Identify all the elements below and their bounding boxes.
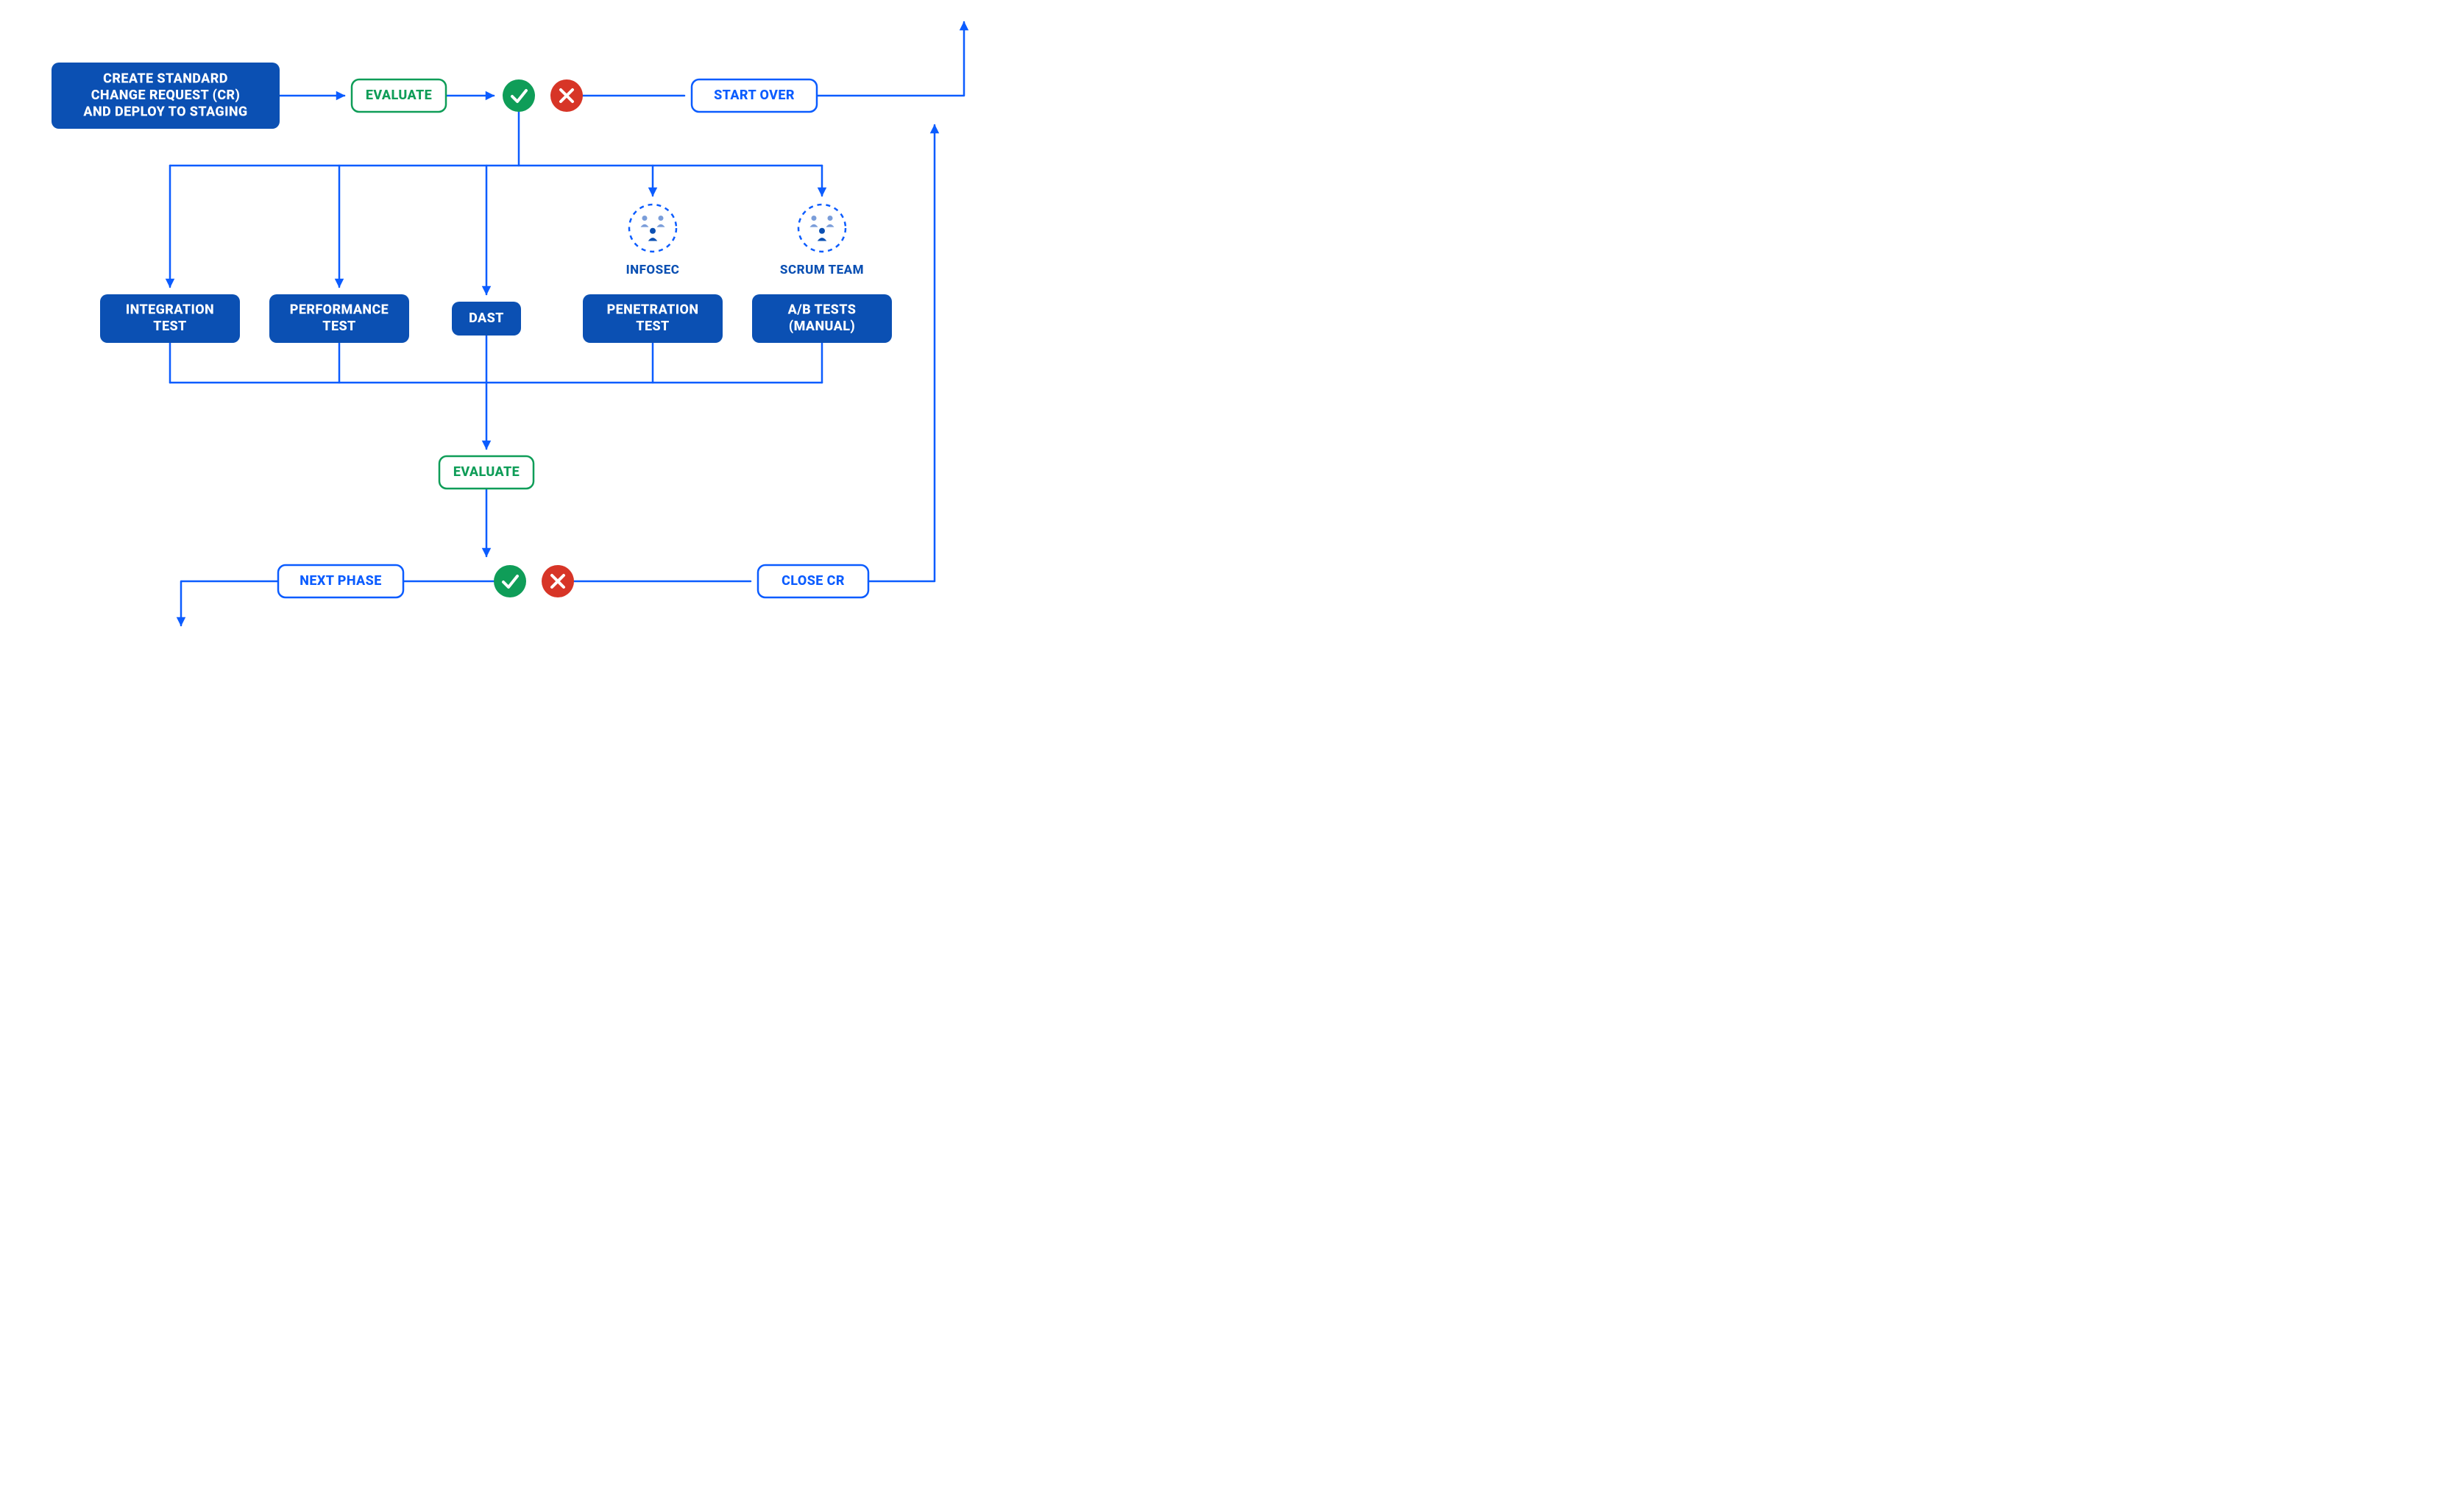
infosec_team-label: INFOSEC xyxy=(626,263,680,277)
node-penetration: PENETRATIONTEST xyxy=(583,294,723,343)
scrum_team-label: SCRUM TEAM xyxy=(780,263,864,277)
node-eval2-label: EVALUATE xyxy=(453,464,520,480)
node-abtests: A/B TESTS(MANUAL) xyxy=(752,294,892,343)
node-performance: PERFORMANCETEST xyxy=(269,294,409,343)
node-closecr: CLOSE CR xyxy=(758,565,868,597)
node-dast: DAST xyxy=(452,302,521,336)
node-nextphase-label: NEXT PHASE xyxy=(300,573,381,589)
node-dast-label: DAST xyxy=(469,310,504,326)
edge-e_startover_up xyxy=(817,22,964,96)
node-integration: INTEGRATIONTEST xyxy=(100,294,240,343)
scrum_team: SCRUM TEAM xyxy=(780,205,864,277)
node-nextphase: NEXT PHASE xyxy=(278,565,403,597)
node-create: CREATE STANDARDCHANGE REQUEST (CR)AND DE… xyxy=(52,63,280,129)
team-icons: INFOSEC SCRUM TEAM xyxy=(626,205,864,277)
node-check1 xyxy=(503,79,535,112)
nodes: CREATE STANDARDCHANGE REQUEST (CR)AND DE… xyxy=(52,63,892,597)
edge-e_close_right xyxy=(868,125,935,581)
node-eval1-label: EVALUATE xyxy=(366,88,432,103)
node-check2 xyxy=(494,565,526,597)
node-abtests-label: A/B TESTS(MANUAL) xyxy=(788,302,857,335)
node-closecr-label: CLOSE CR xyxy=(782,573,845,589)
node-cross2 xyxy=(542,565,574,597)
node-create-label: CREATE STANDARDCHANGE REQUEST (CR)AND DE… xyxy=(83,71,247,119)
node-cross1 xyxy=(550,79,583,112)
node-startover-label: START OVER xyxy=(714,88,795,103)
node-startover: START OVER xyxy=(692,79,817,112)
edge-e_next_left xyxy=(181,581,278,625)
node-eval1: EVALUATE xyxy=(352,79,446,112)
node-eval2: EVALUATE xyxy=(439,456,534,489)
infosec_team: INFOSEC xyxy=(626,205,680,277)
flowchart-root: INFOSEC SCRUM TEAM CREATE STANDARDCHANGE R… xyxy=(0,0,2463,647)
